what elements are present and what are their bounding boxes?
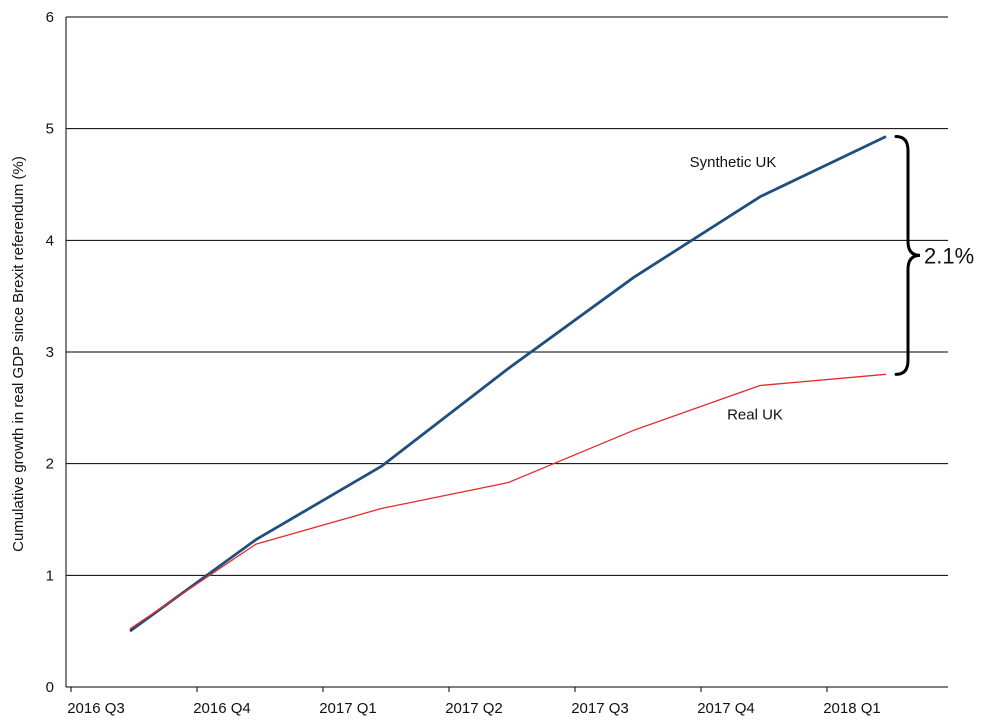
y-tick-label-0: 0 [46, 679, 54, 696]
y-tick-label-6: 6 [46, 9, 54, 26]
gap-brace [894, 134, 921, 376]
y-tick-label-3: 3 [46, 344, 54, 361]
gridlines [66, 16, 948, 576]
gap-annotation: 2.1% [894, 134, 974, 376]
x-tick-label: 2017 Q3 [571, 700, 629, 717]
x-tick-label: 2016 Q4 [193, 700, 251, 717]
series-label-synthetic-uk: Synthetic UK [690, 154, 777, 171]
y-tick-label-2: 2 [46, 456, 54, 473]
series-labels: Synthetic UK Real UK [690, 154, 783, 424]
x-tick-label: 2016 Q3 [67, 700, 125, 717]
tick-labels: 0 1 2 3 4 5 6 2016 Q3 2016 Q4 2017 Q1 2017 Q2 2017 … [46, 9, 881, 717]
series-line-synthetic-uk [129, 135, 887, 633]
y-tick-label-4: 4 [46, 232, 54, 249]
x-tick-label: 2018 Q1 [823, 700, 881, 717]
x-tick-label: 2017 Q4 [697, 700, 755, 717]
x-tick-label: 2017 Q1 [319, 700, 377, 717]
series-label-real-uk: Real UK [727, 407, 783, 424]
axes [65, 17, 948, 692]
series-line-real-uk [129, 373, 887, 630]
gap-label: 2.1% [924, 243, 974, 268]
y-tick-label-1: 1 [46, 567, 54, 584]
y-axis-label: Cumulative growth in real GDP since Brex… [10, 156, 27, 552]
x-tick-label: 2017 Q2 [445, 700, 503, 717]
series-lines [129, 135, 887, 633]
y-tick-label-5: 5 [46, 121, 54, 138]
